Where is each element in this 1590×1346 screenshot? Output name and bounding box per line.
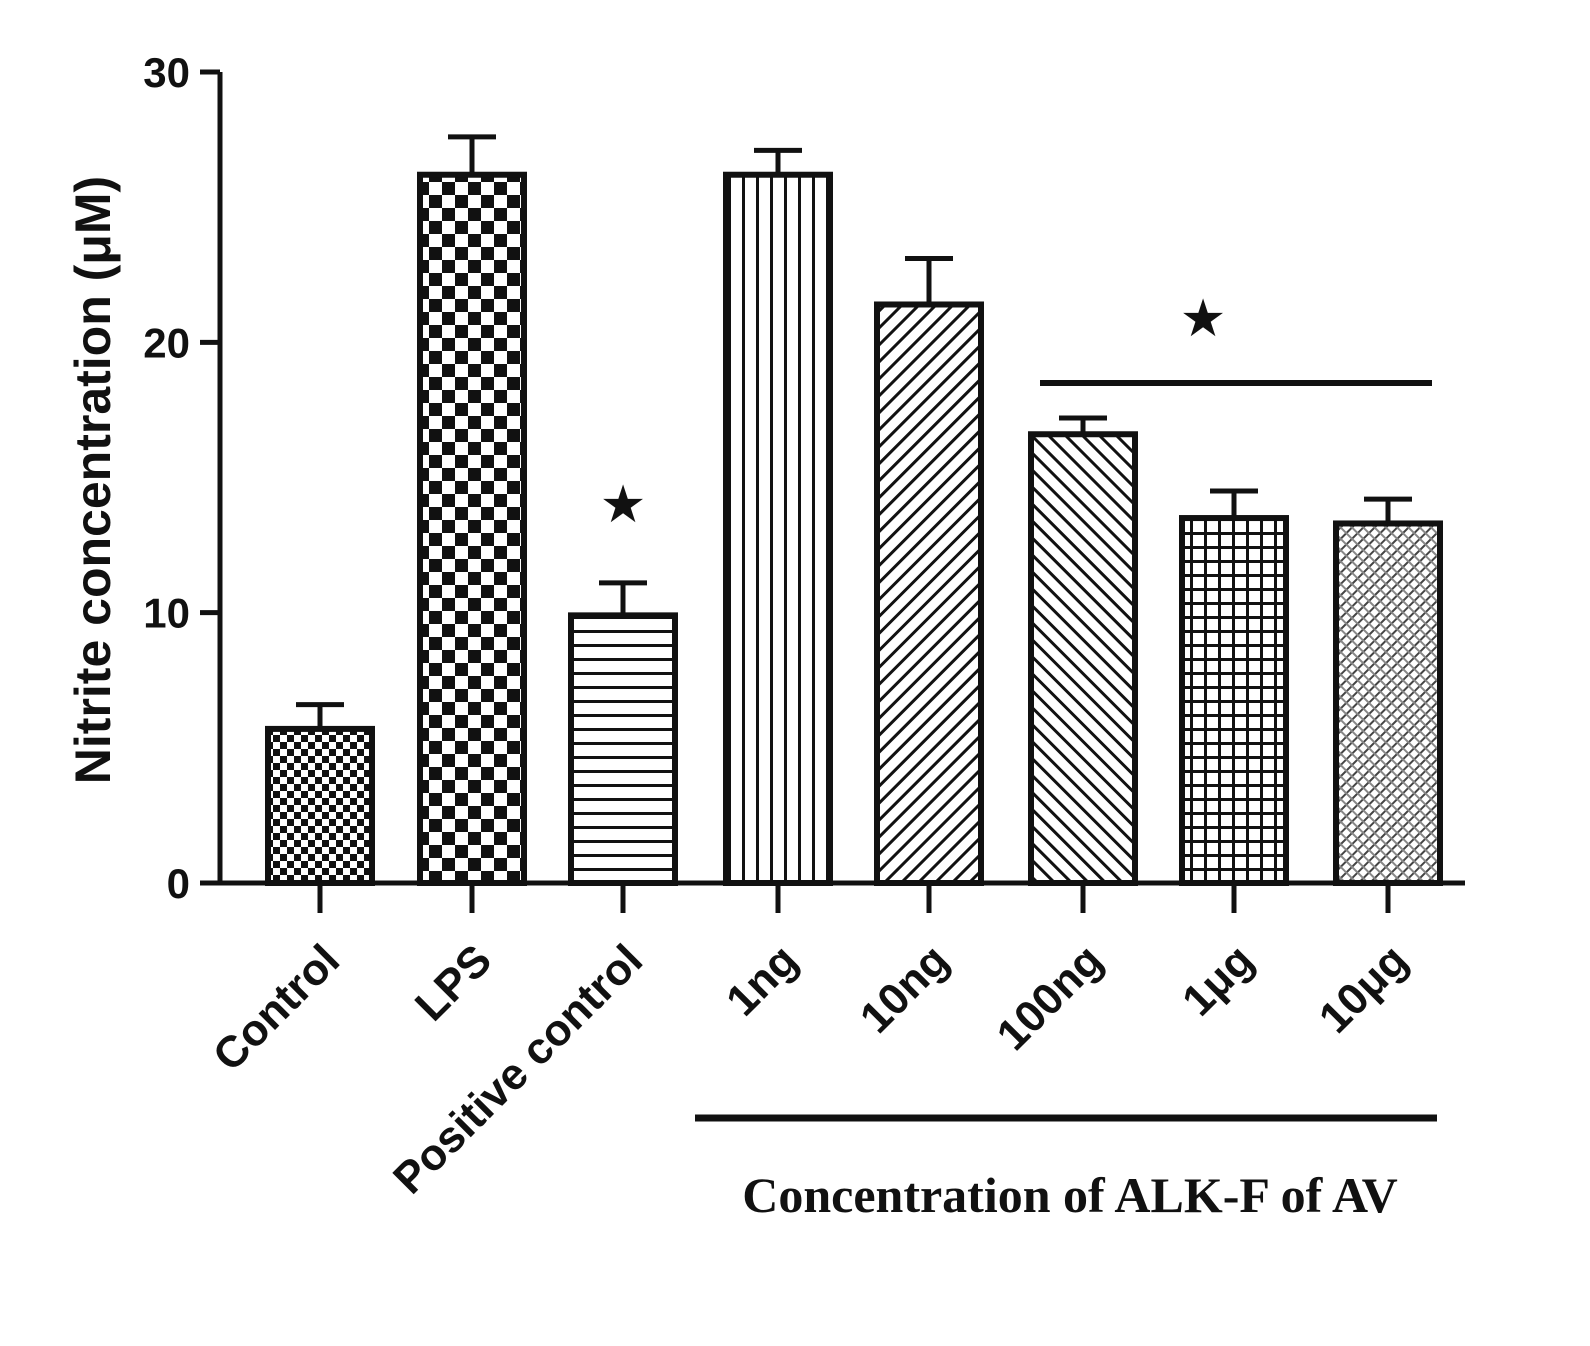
bar-control	[265, 725, 375, 886]
bar-100ng	[1028, 431, 1138, 886]
group-label: Concentration of ALK-F of AV	[742, 1167, 1398, 1223]
y-axis-label: Nitrite concentration (μM)	[65, 176, 121, 784]
x-tick-label: Positive control	[384, 935, 652, 1203]
significance-star: ★	[1180, 289, 1227, 349]
y-tick-label: 0	[167, 860, 190, 907]
bar-lps	[417, 171, 527, 886]
x-tick-label: 1ng	[717, 935, 807, 1025]
bar-10ng	[874, 301, 984, 886]
x-tick-label: LPS	[406, 935, 501, 1030]
bar-positive-control	[568, 612, 678, 886]
x-tick-label: 10μg	[1310, 935, 1417, 1042]
significance-star: ★	[600, 475, 647, 535]
x-tick-label: 100ng	[987, 935, 1112, 1060]
y-tick-label: 30	[143, 49, 190, 96]
y-tick-label: 10	[143, 590, 190, 637]
x-tick-label: Control	[204, 935, 349, 1080]
y-tick-label: 20	[143, 319, 190, 366]
x-tick-label: 10ng	[851, 935, 958, 1042]
x-tick-label: 1μg	[1173, 935, 1263, 1025]
bar-1ng	[723, 171, 833, 886]
bar-10μg	[1333, 520, 1443, 886]
bar-1μg	[1179, 515, 1289, 886]
